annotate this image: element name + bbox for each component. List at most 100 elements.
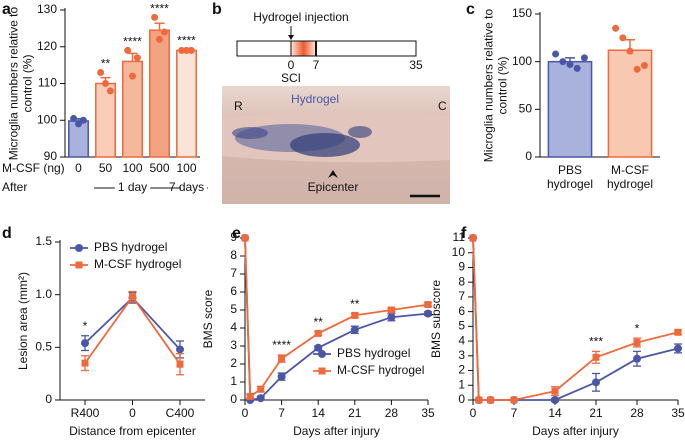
significance: ** [350,297,360,311]
marker [314,343,323,352]
y-tick-label: 11 [453,230,466,244]
data-point [573,64,581,72]
x-tick-label: 0 [242,406,249,420]
y-tick-label: 0.5 [35,340,52,354]
marker [75,244,83,252]
timeline [236,40,417,57]
y-tick-label: 2 [230,356,237,370]
hydrogel-region [289,41,318,56]
data-point [106,87,114,95]
data-point [151,13,159,21]
data-point [129,72,136,80]
legend-label: M-CSF hydrogel [94,257,181,271]
marker [129,293,136,301]
y-axis-label: BMS score [201,289,215,348]
bar [547,60,593,158]
data-point [612,24,620,32]
significance: * [635,321,640,335]
data-point [580,54,588,62]
y-tick-label: 90 [44,149,58,163]
x-tick-label: 7 [278,406,285,420]
y-axis-label: Lesion area (mm²) [16,272,30,370]
y-axis-label-box: Microglia numbers relative to control (%… [6,6,34,161]
data-point [559,58,567,66]
panel-letter: c [466,1,475,18]
significance: ** [101,57,111,71]
marker [81,339,89,348]
marker [674,328,682,336]
diagram-title: Hydrogel injection [253,10,348,24]
x-tick-label-box: M-CSF hydrogel [606,163,654,191]
series-line [472,237,679,401]
significance: * [83,319,88,333]
significance: **** [150,2,169,16]
data-point [183,46,190,54]
x-tick-label: 0 [470,406,477,420]
y-tick-label: 6 [458,304,465,318]
x-tick-label: 0 [75,161,82,175]
marker [424,309,432,318]
data-point [633,65,641,73]
injection-arrowhead [288,35,294,40]
x-tick-label: R400 [71,406,100,420]
y-tick-label: 10 [452,245,466,259]
y-tick-label: 0 [230,392,237,406]
x-axis-label: Days after injury [532,424,619,438]
panel-letter: e [232,225,241,242]
marker [551,396,559,404]
y-tick-label: 8 [230,248,237,262]
y-tick-label: 0 [45,392,52,406]
marker [277,372,286,381]
y-tick-label: 1.0 [35,287,52,301]
x-tick-label: C400 [166,406,195,420]
data-point [619,34,627,42]
caudal-label: C [438,99,447,113]
x-tick-label: PBS hydrogel [546,163,594,191]
data-point [640,61,648,69]
data-point [133,54,141,62]
panel-letter: d [2,225,12,242]
y-axis-label: Microglia numbers relative to control (%… [6,6,34,161]
y-axis-label-box: Microglia numbers relative to control (%… [481,9,509,162]
panel-letter: f [461,225,467,242]
bar [149,29,170,158]
marker [510,396,518,404]
significance: **** [272,338,291,352]
marker [75,261,83,269]
data-point [156,35,163,43]
data-point [552,50,560,58]
x-axis-label: Days after injury [293,424,380,438]
x-tick-label: 28 [630,406,644,420]
tissue-image [222,86,450,204]
y-tick-label: 1 [458,377,465,391]
marker [350,325,359,334]
marker [551,387,559,395]
marker [314,329,322,337]
y-tick-label: 1 [230,374,237,388]
x-tick-label: 28 [385,406,399,420]
x-tick-label: M-CSF hydrogel [606,163,654,191]
marker [475,396,483,404]
rostral-label: R [234,99,243,113]
y-tick-label: 8 [458,274,465,288]
x-tick-label: 100 [122,161,142,175]
y-tick-label: 120 [37,39,57,53]
bar [95,82,116,158]
timeline-note: SCI [281,71,301,85]
marker [318,350,326,358]
marker [633,339,641,347]
y-tick-label: 50 [519,102,533,116]
marker [257,385,265,393]
y-tick-label: 4 [230,320,237,334]
y-tick-label: 0 [525,149,532,163]
y-tick-label: 2 [458,363,465,377]
x-tick-label-box: PBS hydrogel [546,163,594,191]
marker [176,345,184,354]
data-point [178,46,186,54]
marker [278,355,286,363]
data-point [70,114,78,122]
x-tick-label: 50 [99,161,113,175]
marker [318,367,326,375]
legend-label: PBS hydrogel [94,240,167,254]
